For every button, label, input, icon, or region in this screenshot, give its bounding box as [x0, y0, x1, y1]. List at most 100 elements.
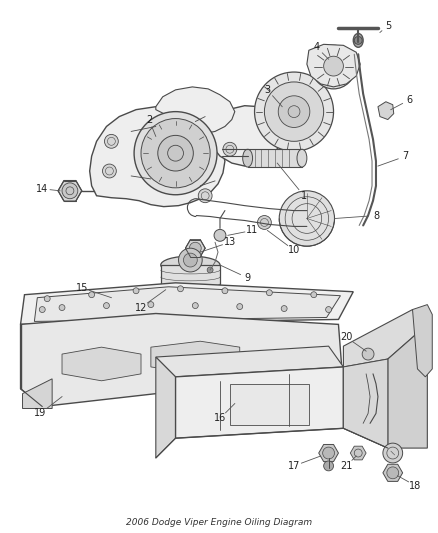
- Text: 9: 9: [244, 273, 251, 283]
- Text: 12: 12: [135, 303, 147, 312]
- Circle shape: [362, 348, 374, 360]
- Circle shape: [102, 164, 117, 178]
- Text: 17: 17: [288, 461, 300, 471]
- Polygon shape: [62, 347, 141, 381]
- Circle shape: [207, 267, 213, 273]
- Circle shape: [141, 118, 210, 188]
- Circle shape: [173, 311, 177, 315]
- Circle shape: [324, 56, 343, 76]
- Circle shape: [383, 443, 403, 463]
- Circle shape: [188, 310, 192, 313]
- Bar: [230, 384, 309, 425]
- Polygon shape: [413, 304, 432, 377]
- Circle shape: [311, 292, 317, 297]
- Polygon shape: [21, 283, 353, 325]
- Circle shape: [184, 253, 197, 267]
- Circle shape: [158, 135, 193, 171]
- Text: 5: 5: [385, 21, 391, 30]
- Circle shape: [319, 52, 348, 82]
- Circle shape: [198, 189, 212, 203]
- Ellipse shape: [243, 149, 253, 167]
- Circle shape: [134, 111, 217, 195]
- Circle shape: [204, 320, 208, 324]
- Polygon shape: [34, 287, 340, 321]
- Polygon shape: [307, 44, 360, 87]
- Polygon shape: [21, 313, 343, 407]
- Circle shape: [189, 243, 201, 254]
- Circle shape: [105, 134, 118, 148]
- Circle shape: [168, 146, 184, 161]
- Ellipse shape: [161, 256, 220, 274]
- Text: 14: 14: [36, 184, 48, 194]
- Polygon shape: [151, 341, 240, 374]
- Polygon shape: [319, 445, 339, 462]
- Circle shape: [88, 292, 95, 297]
- Circle shape: [179, 248, 202, 272]
- Polygon shape: [343, 310, 427, 367]
- Circle shape: [44, 296, 50, 302]
- Circle shape: [278, 96, 310, 127]
- Polygon shape: [156, 357, 176, 458]
- Polygon shape: [343, 367, 388, 448]
- Polygon shape: [156, 346, 343, 377]
- Text: 6: 6: [406, 95, 413, 105]
- Polygon shape: [383, 464, 403, 481]
- Circle shape: [279, 191, 335, 246]
- Polygon shape: [156, 87, 235, 133]
- Text: 10: 10: [288, 245, 300, 255]
- Circle shape: [266, 290, 272, 296]
- Circle shape: [325, 306, 332, 312]
- Circle shape: [288, 106, 300, 118]
- Text: 13: 13: [224, 237, 236, 247]
- Polygon shape: [205, 106, 282, 166]
- Circle shape: [254, 72, 333, 151]
- Circle shape: [204, 311, 208, 315]
- Circle shape: [133, 288, 139, 294]
- Circle shape: [148, 302, 154, 308]
- Circle shape: [62, 183, 78, 199]
- Circle shape: [237, 304, 243, 310]
- Circle shape: [188, 321, 192, 325]
- Circle shape: [328, 61, 339, 73]
- Polygon shape: [343, 359, 388, 448]
- Circle shape: [312, 45, 355, 89]
- Text: 15: 15: [76, 283, 88, 293]
- Circle shape: [210, 316, 214, 319]
- Polygon shape: [90, 107, 225, 207]
- Text: 2: 2: [146, 115, 152, 125]
- Ellipse shape: [161, 311, 220, 328]
- Text: 19: 19: [34, 408, 46, 418]
- Text: 16: 16: [214, 414, 226, 423]
- Circle shape: [214, 229, 226, 241]
- Circle shape: [223, 142, 237, 156]
- Circle shape: [281, 305, 287, 311]
- Text: 8: 8: [373, 211, 379, 221]
- Circle shape: [59, 304, 65, 311]
- Ellipse shape: [353, 34, 363, 47]
- Circle shape: [177, 286, 184, 292]
- Polygon shape: [185, 240, 205, 257]
- Polygon shape: [388, 325, 427, 448]
- Bar: [247, 149, 302, 167]
- Polygon shape: [378, 102, 394, 119]
- Circle shape: [323, 447, 335, 459]
- Circle shape: [387, 467, 399, 479]
- Circle shape: [103, 303, 110, 309]
- Ellipse shape: [297, 149, 307, 167]
- Circle shape: [354, 36, 362, 44]
- Polygon shape: [350, 446, 366, 460]
- Circle shape: [192, 303, 198, 309]
- Text: 4: 4: [314, 42, 320, 52]
- Circle shape: [39, 306, 45, 312]
- Circle shape: [324, 461, 333, 471]
- Text: 20: 20: [340, 332, 353, 342]
- Polygon shape: [58, 181, 82, 201]
- Bar: [161, 265, 220, 319]
- Text: 21: 21: [340, 461, 353, 471]
- Text: 11: 11: [247, 225, 259, 236]
- Circle shape: [222, 288, 228, 294]
- Text: 2006 Dodge Viper Engine Oiling Diagram: 2006 Dodge Viper Engine Oiling Diagram: [126, 518, 312, 527]
- Text: 7: 7: [403, 151, 409, 161]
- Text: 18: 18: [410, 481, 422, 491]
- Text: 1: 1: [301, 191, 307, 201]
